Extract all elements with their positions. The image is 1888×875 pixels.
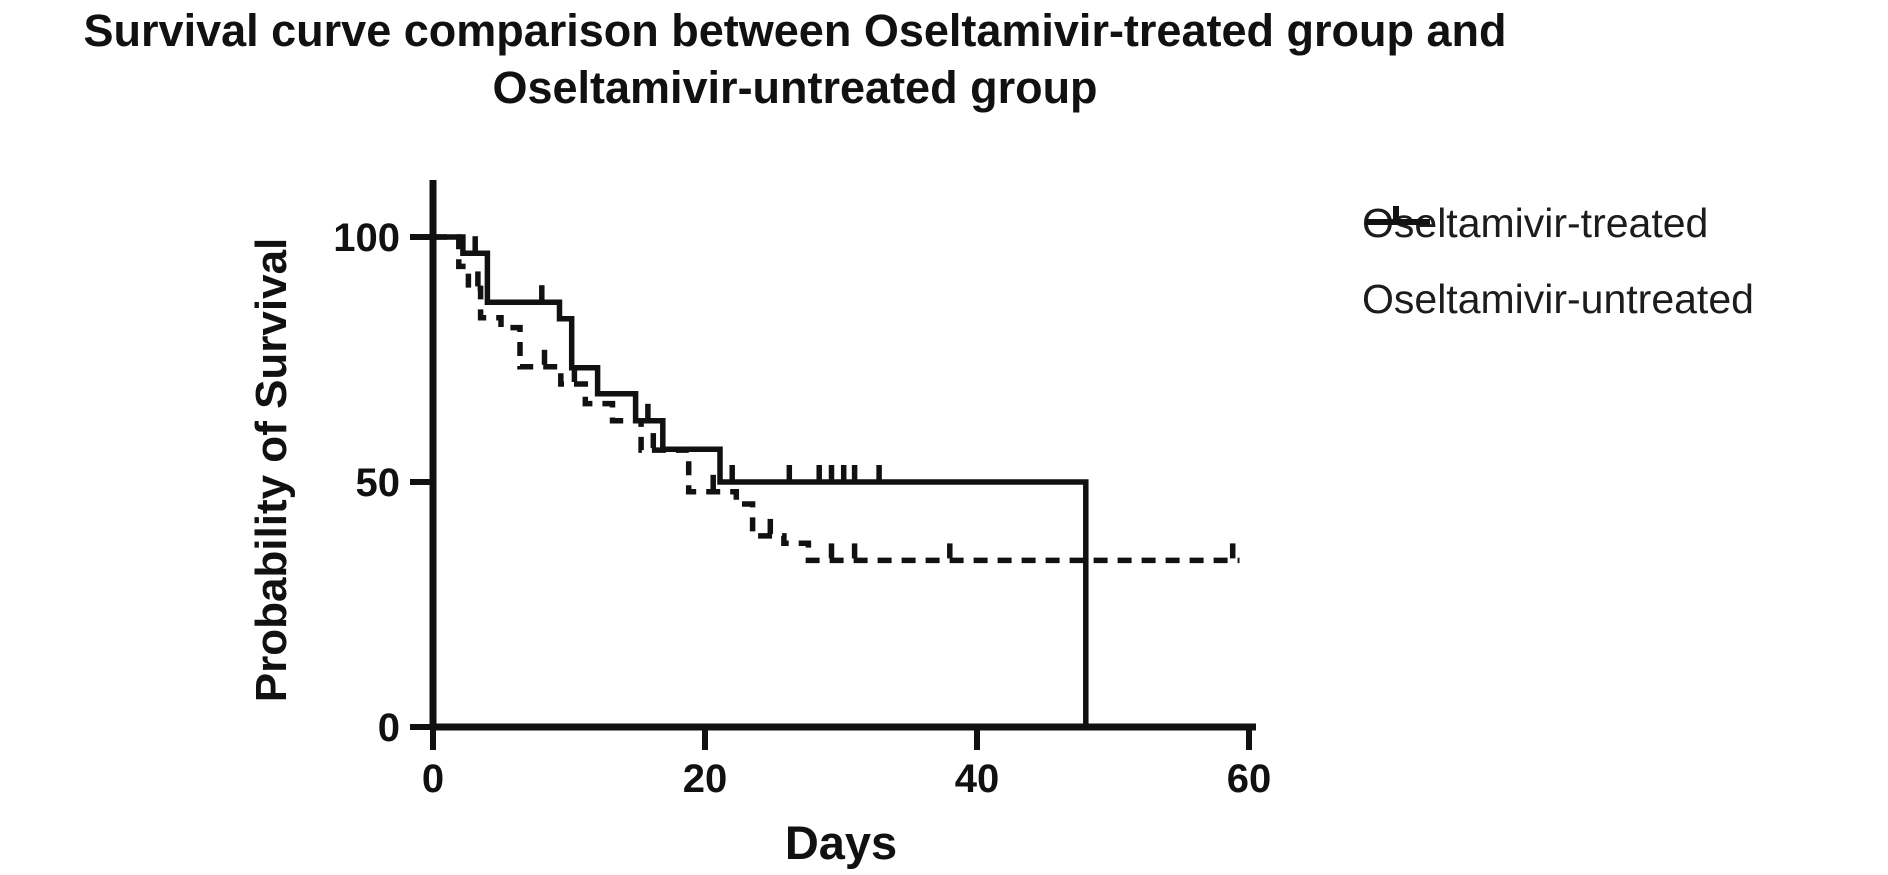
legend-label-untreated: Oseltamivir-untreated [1362,275,1754,322]
untreated-survival-curve [433,234,1240,564]
legend: Oseltamivir-treated Oseltamivir-untreate… [1362,192,1754,344]
chart-title-line-1: Survival curve comparison between Oselta… [83,5,1507,56]
y-axis-title: Probability of Survival [247,237,296,703]
y-tick-label: 50 [356,461,401,505]
legend-row-untreated: Oseltamivir-untreated [1362,208,1754,330]
chart-title: Survival curve comparison between Oselta… [15,2,1575,116]
y-tick-label: 100 [333,216,400,260]
chart-title-line-2: Oseltamivir-untreated group [492,62,1098,113]
x-axis-title: Days [784,816,898,869]
y-tick-label: 0 [378,706,400,750]
x-tick-label: 40 [955,757,1000,801]
x-tick-label: 20 [683,757,728,801]
treated-survival-curve [433,234,1089,727]
dashed-line-with-censor-tick-icon [1366,208,1430,225]
x-tick-label: 0 [422,757,444,801]
x-tick-label: 60 [1227,757,1272,801]
